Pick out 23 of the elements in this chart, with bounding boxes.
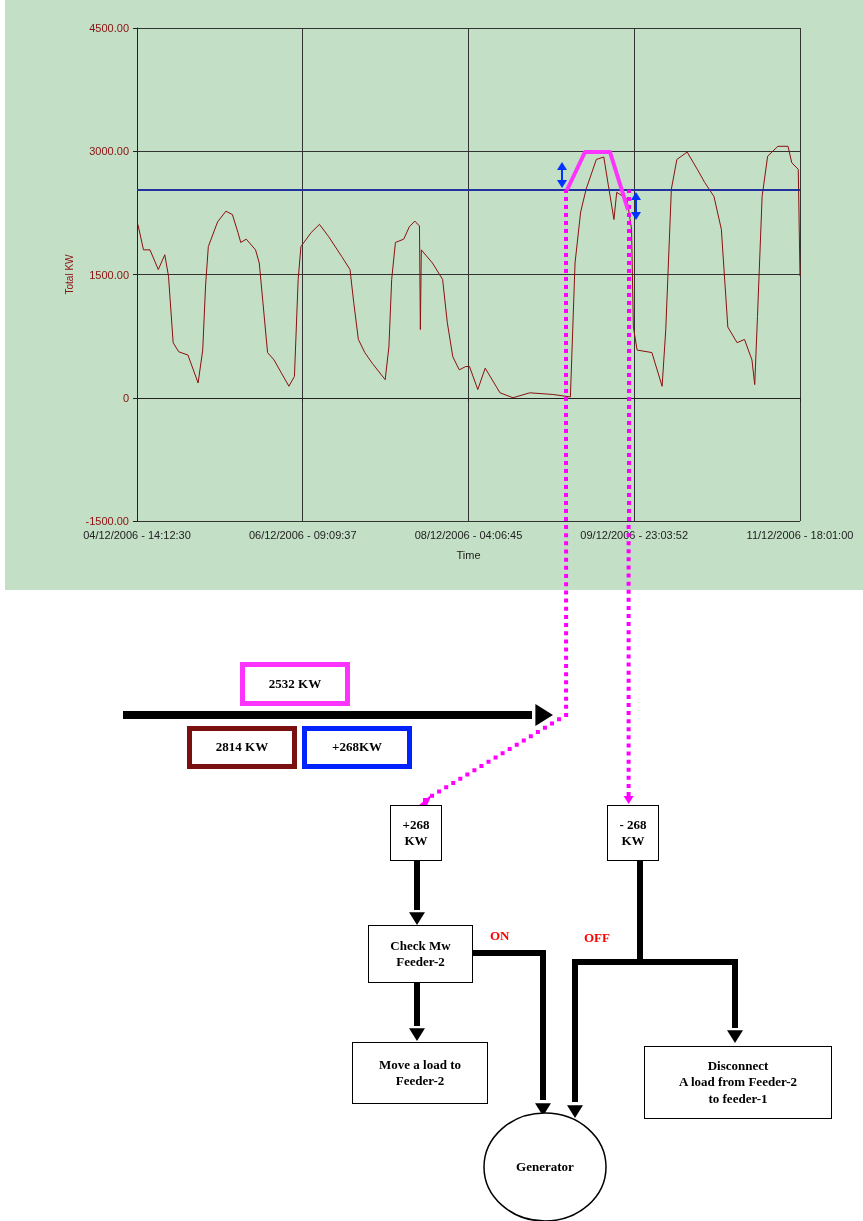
text: 2814 KW bbox=[187, 726, 297, 769]
text: Move a load to Feeder-2 bbox=[352, 1042, 488, 1104]
text: 2532 KW bbox=[240, 662, 350, 706]
x-tick-label: 11/12/2006 - 18:01:00 bbox=[746, 528, 854, 541]
text: - 268 KW bbox=[607, 805, 659, 861]
y-tick-label: 1500.00 bbox=[89, 268, 129, 281]
y-tick-label: 0 bbox=[122, 391, 129, 404]
y-tick-label: -1500.00 bbox=[85, 515, 129, 527]
x-tick-label: 09/12/2006 - 23:03:52 bbox=[580, 528, 689, 541]
y-axis-title: Total KW bbox=[64, 253, 76, 295]
x-tick-label: 06/12/2006 - 09:09:37 bbox=[248, 528, 357, 541]
x-tick-label: 04/12/2006 - 14:12:30 bbox=[83, 528, 191, 541]
text: Check Mw Feeder-2 bbox=[368, 925, 473, 983]
text: Generator bbox=[515, 1157, 575, 1176]
text: +268KW bbox=[302, 726, 412, 769]
text: +268 KW bbox=[390, 805, 442, 861]
x-axis-title: Time bbox=[456, 548, 481, 561]
text: OFF bbox=[584, 930, 610, 946]
text: ON bbox=[490, 928, 510, 944]
x-tick-label: 08/12/2006 - 04:06:45 bbox=[414, 528, 523, 541]
y-tick-label: 4500.00 bbox=[89, 22, 129, 34]
text: Disconnect A load from Feeder-2 to feeder-1 bbox=[644, 1046, 832, 1119]
y-tick-label: 3000.00 bbox=[89, 145, 129, 158]
